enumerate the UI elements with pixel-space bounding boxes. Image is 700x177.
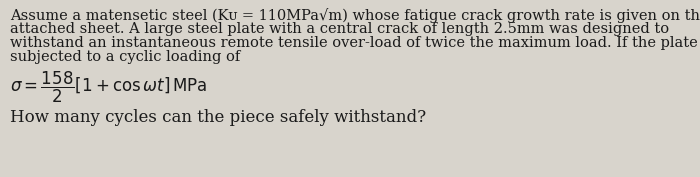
Text: Assume a matensetic steel (Kᴜ = 110MPa√m) whose fatigue crack growth rate is giv: Assume a matensetic steel (Kᴜ = 110MPa√m…	[10, 8, 700, 23]
Text: How many cycles can the piece safely withstand?: How many cycles can the piece safely wit…	[10, 109, 426, 126]
Text: subjected to a cyclic loading of: subjected to a cyclic loading of	[10, 50, 240, 64]
Text: withstand an instantaneous remote tensile over-load of twice the maximum load. I: withstand an instantaneous remote tensil…	[10, 36, 700, 50]
Text: $\sigma = \dfrac{158}{2}[1 + \cos\omega t]\,\mathrm{MPa}$: $\sigma = \dfrac{158}{2}[1 + \cos\omega …	[10, 70, 207, 105]
Text: attached sheet. A large steel plate with a central crack of length 2.5mm was des: attached sheet. A large steel plate with…	[10, 22, 669, 36]
